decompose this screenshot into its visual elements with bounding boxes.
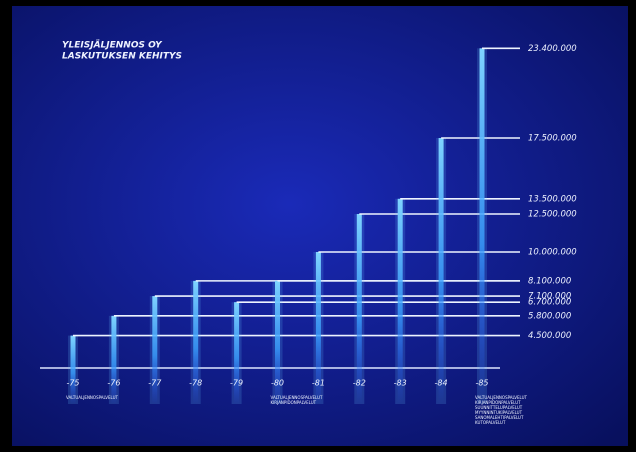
- value-label: 4.500.000: [528, 331, 571, 341]
- bar: [193, 280, 199, 404]
- bar: [397, 198, 403, 404]
- x-tick-label: -81: [312, 379, 325, 388]
- bar: [275, 280, 280, 404]
- value-label: 7.100.000: [528, 292, 571, 302]
- x-tick-label: -80: [271, 379, 284, 388]
- footnote: VALTUALJENNOSPALVELUT: [475, 395, 528, 400]
- bar: [479, 48, 485, 404]
- value-label: 23.400.000: [528, 44, 577, 54]
- x-tick-label: -83: [394, 379, 407, 388]
- x-tick-label: -85: [475, 379, 488, 388]
- bar: [438, 138, 444, 404]
- x-tick-label: -76: [107, 379, 120, 388]
- value-label: 5.800.000: [528, 311, 571, 321]
- bar: [234, 302, 240, 404]
- footnote: SUUNNITTELUPALVELUT: [475, 405, 523, 410]
- value-label: 17.500.000: [528, 134, 577, 144]
- x-tick-label: -77: [148, 379, 162, 388]
- x-tick-label: -79: [230, 379, 243, 388]
- x-tick-label: -75: [66, 379, 79, 388]
- value-label: 8.100.000: [528, 276, 571, 286]
- value-label: 12.500.000: [528, 210, 577, 220]
- footnote: KIRJANPIDONPALVELUT: [475, 400, 521, 405]
- bar: [111, 315, 117, 404]
- value-label: 10.000.000: [528, 248, 577, 258]
- footnote: MYYNNINTUKIPALVELUT: [475, 410, 523, 415]
- bar: [356, 214, 362, 404]
- x-tick-label: -78: [189, 379, 202, 388]
- footnote: KIRJANPIDONPALVELUT: [271, 400, 317, 405]
- footnote: SANOMALEHTIPALVELUT: [475, 415, 524, 420]
- value-label: 13.500.000: [528, 194, 577, 204]
- footnote: VALTUALJENNOSPALVELUT: [271, 395, 324, 400]
- bar: [315, 252, 321, 404]
- footnote: KUTOPALVELUT: [475, 420, 506, 425]
- x-tick-label: -84: [435, 379, 448, 388]
- chart-subtitle: LASKUTUKSEN KEHITYS: [62, 52, 182, 62]
- footnote: VALTUALJENNOSPALVELUT: [66, 395, 119, 400]
- bar: [152, 296, 158, 404]
- chart-title: YLEISJÄLJENNOS OY: [62, 40, 163, 51]
- value-label: 6.700.000: [528, 298, 571, 308]
- x-tick-label: -82: [353, 379, 366, 388]
- bar: [70, 335, 76, 404]
